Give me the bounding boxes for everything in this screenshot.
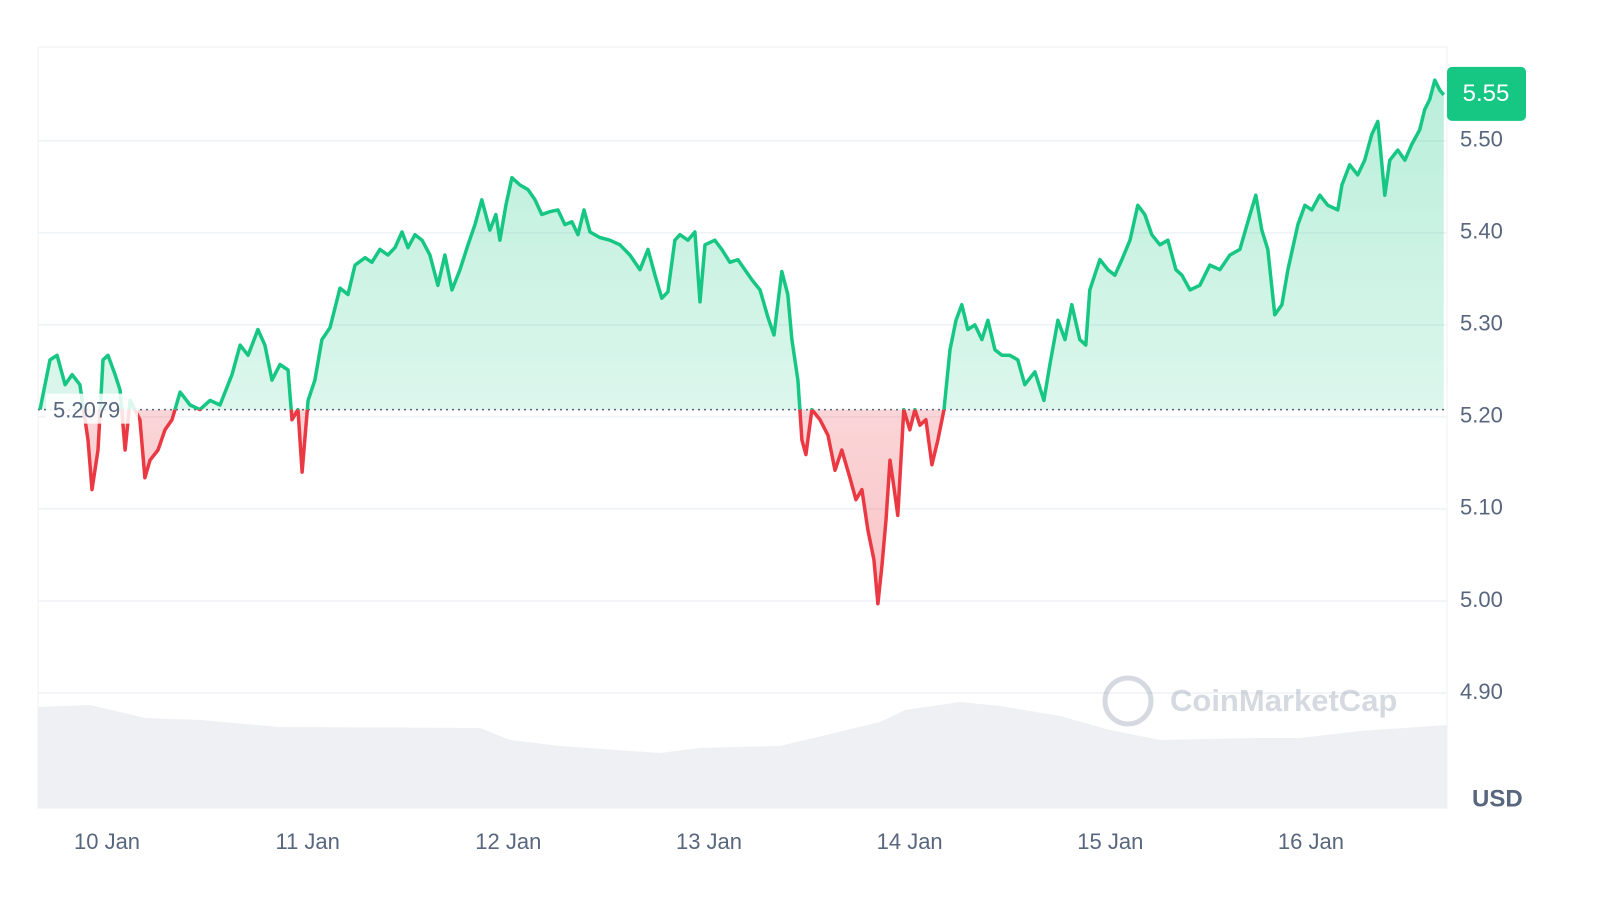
price-badge	[1447, 66, 1526, 121]
y-tick-label: 4.90	[1460, 679, 1503, 704]
x-tick-label: 15 Jan	[1077, 829, 1143, 854]
price-badge-label: 5.55	[1463, 80, 1510, 107]
unit-label: USD	[1472, 785, 1523, 812]
area-below	[83, 409, 944, 604]
y-tick-label: 5.30	[1460, 311, 1503, 336]
watermark-logo	[1102, 675, 1154, 727]
area-above	[40, 80, 1444, 410]
baseline-label: 5.2079	[53, 397, 120, 422]
y-tick-label: 5.10	[1460, 495, 1503, 520]
x-tick-label: 16 Jan	[1278, 829, 1344, 854]
watermark-text: CoinMarketCap	[1170, 683, 1397, 718]
x-tick-label: 11 Jan	[275, 829, 339, 854]
price-line-above	[38, 78, 1446, 410]
y-tick-label: 5.20	[1460, 403, 1503, 428]
x-tick-label: 13 Jan	[676, 829, 742, 854]
y-tick-label: 5.50	[1460, 127, 1503, 152]
y-tick-label: 5.40	[1460, 219, 1503, 244]
watermark: CoinMarketCap	[1102, 675, 1397, 727]
x-tick-label: 12 Jan	[475, 829, 541, 854]
x-tick-label: 10 Jan	[74, 829, 140, 854]
x-tick-label: 14 Jan	[877, 829, 943, 854]
y-tick-label: 5.00	[1460, 587, 1503, 612]
baseline-label-bg	[46, 393, 138, 424]
volume-area	[38, 702, 1447, 808]
